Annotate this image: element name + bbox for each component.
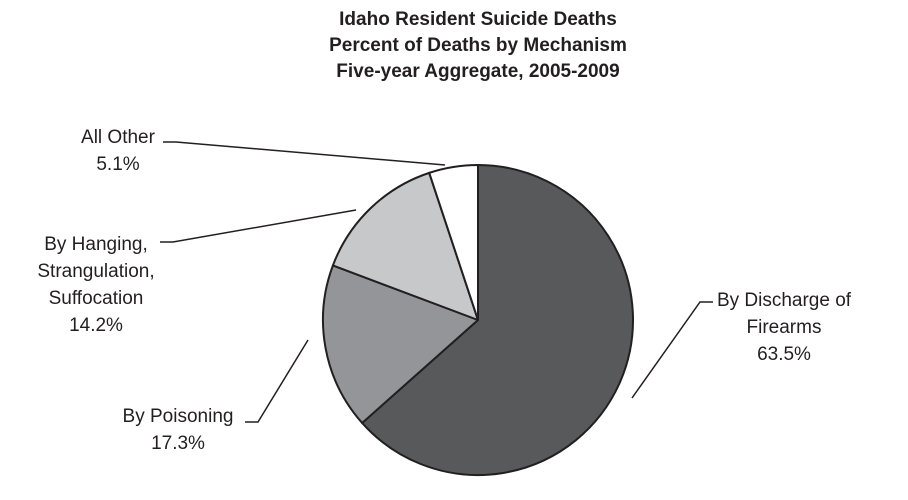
chart-title: Percent of Deaths by Mechanism (329, 35, 627, 56)
value-label: 5.1% (96, 154, 139, 175)
chart-title: Five-year Aggregate, 2005-2009 (336, 61, 619, 82)
pie-slice (361, 164, 634, 476)
pie-slice (428, 164, 479, 321)
pie-slice (322, 264, 479, 424)
slice-label: Suffocation (49, 288, 144, 309)
chart-title: Idaho Resident Suicide Deaths (339, 9, 617, 30)
slice-label: Firearms (747, 317, 822, 338)
slice-label: All Other (81, 127, 156, 148)
pie-slice (331, 171, 479, 321)
slice-label: By Discharge of (717, 290, 852, 311)
leader-line (163, 141, 446, 166)
slice-label: Strangulation, (37, 261, 154, 282)
leader-line (160, 209, 357, 243)
leader-line (245, 339, 309, 423)
slice-label: By Poisoning (123, 406, 234, 427)
leader-line (631, 301, 713, 399)
value-label: 17.3% (151, 433, 205, 454)
slice-label: By Hanging, (44, 234, 148, 255)
value-label: 14.2% (69, 315, 123, 336)
value-label: 63.5% (757, 344, 811, 365)
